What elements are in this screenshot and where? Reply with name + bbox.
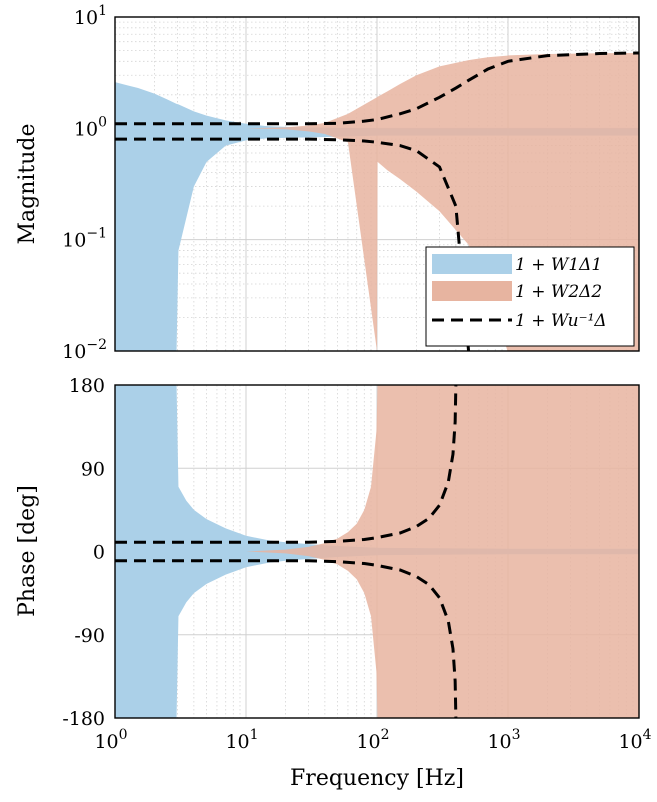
legend-swatch-w1 [432,254,512,274]
magnitude-ylabel: Magnitude [15,123,40,244]
phase-axes-box [114,384,640,719]
magnitude-axes-box [114,16,640,352]
magnitude-dashed-upper-bound [115,51,639,126]
magnitude-ytick-label: 101 [74,3,107,29]
legend-swatch-w2 [432,281,512,301]
phase-ytick-label: 180 [69,375,105,397]
magnitude-ytick-label: 100 [74,114,107,140]
phase-ytick-label: 90 [81,458,105,480]
phase-ytick-label: -180 [62,708,105,730]
magnitude-ytick-label: 10−1 [62,226,107,252]
phase-band-2 [115,385,639,718]
phase-xtick-label: 100 [94,727,127,753]
phase-ytick-label: 0 [93,542,105,564]
magnitude-band-1 [115,82,639,351]
magnitude-tick-labels: 101 100 10−1 10−2 [62,3,107,363]
legend-label-w2: 1 + W2Δ2 [515,282,602,302]
phase-ytick-label: -90 [74,625,105,647]
legend-label-w1: 1 + W1Δ1 [515,255,602,275]
magnitude-dashed-lower-bound [115,137,471,351]
phase-series [115,385,639,718]
magnitude-ytick-label: 10−2 [62,337,107,363]
phase-dashed-lower-bound [115,559,458,718]
phase-ylabel: Phase [deg] [15,485,40,617]
phase-xtick-label: 104 [618,727,651,753]
frequency-xlabel: Frequency [Hz] [290,766,464,791]
phase-xtick-label: 101 [225,727,258,753]
legend-label-wu: 1 + Wu⁻¹Δ [515,311,607,331]
legend: 1 + W1Δ1 1 + W2Δ2 1 + Wu⁻¹Δ [425,246,635,347]
phase-xtick-label: 103 [487,727,520,753]
phase-dashed-upper-bound [115,385,458,544]
phase-xtick-label: 102 [356,727,389,753]
